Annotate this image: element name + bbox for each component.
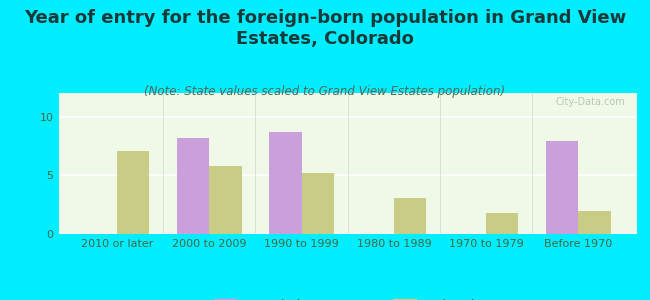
- Bar: [269, 132, 302, 234]
- Bar: [117, 151, 150, 234]
- Bar: [546, 141, 578, 234]
- Bar: [302, 173, 334, 234]
- Legend: Grand View Estates, Colorado: Grand View Estates, Colorado: [209, 294, 487, 300]
- Text: Year of entry for the foreign-born population in Grand View
Estates, Colorado: Year of entry for the foreign-born popul…: [24, 9, 626, 48]
- Text: (Note: State values scaled to Grand View Estates population): (Note: State values scaled to Grand View…: [144, 85, 506, 98]
- Text: City-Data.com: City-Data.com: [556, 97, 625, 107]
- Bar: [177, 138, 209, 234]
- Bar: [486, 213, 519, 234]
- Bar: [209, 166, 242, 234]
- Bar: [394, 198, 426, 234]
- Bar: [578, 211, 611, 234]
